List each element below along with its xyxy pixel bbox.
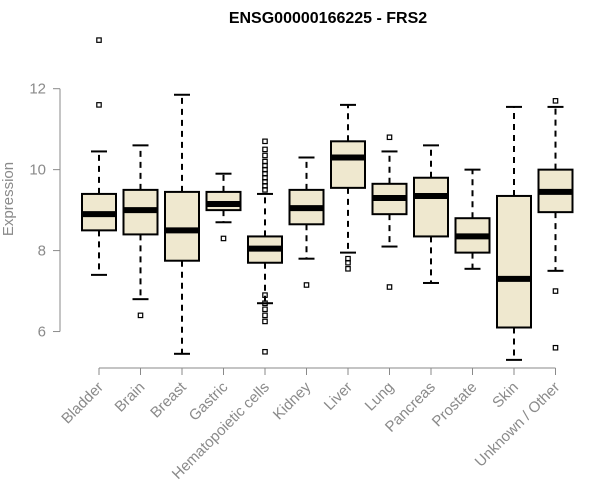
x-tick-label: Kidney	[270, 378, 315, 423]
box-group	[122, 144, 159, 319]
outlier-point	[96, 37, 102, 43]
box-iqr	[164, 190, 200, 262]
outlier-point	[552, 98, 559, 104]
outlier-point	[96, 102, 102, 108]
outlier-point	[552, 288, 559, 294]
y-tick-label: 6	[38, 324, 46, 341]
outlier-point	[345, 255, 351, 262]
box-group	[413, 144, 449, 284]
outlier-point	[303, 282, 310, 288]
box-group	[164, 93, 200, 355]
box-group	[81, 37, 117, 276]
outlier-point	[345, 266, 351, 272]
box-iqr	[413, 176, 449, 238]
y-tick-label: 12	[29, 81, 46, 98]
outlier-point	[262, 292, 268, 298]
outlier-point	[262, 138, 268, 145]
box-group	[205, 172, 242, 242]
outlier-point	[262, 146, 268, 153]
box-group	[330, 103, 366, 272]
outlier-point	[552, 344, 559, 351]
y-axis: 6 8 10 12	[29, 81, 61, 341]
x-tick-label: Brain	[112, 379, 149, 416]
box-series	[81, 37, 574, 361]
x-tick-label: Skin	[489, 379, 522, 412]
outlier-point	[262, 306, 268, 313]
outlier-point	[220, 235, 227, 242]
outlier-point	[262, 348, 268, 355]
outlier-point	[262, 158, 268, 165]
outlier-point	[386, 134, 393, 141]
box-iqr	[496, 194, 532, 329]
outlier-point	[262, 318, 268, 325]
box-group	[371, 134, 408, 290]
y-tick-label: 8	[38, 243, 46, 260]
outlier-point	[262, 300, 268, 307]
y-tick-label: 10	[29, 162, 46, 179]
x-tick-label: Lung	[362, 379, 398, 415]
x-tick-label: Breast	[147, 378, 190, 421]
x-tick-label: Bladder	[58, 379, 107, 428]
box-group	[247, 138, 283, 355]
x-tick-label: Prostate	[429, 379, 481, 431]
box-group	[496, 105, 532, 361]
box-group	[537, 98, 574, 351]
outlier-point	[137, 312, 144, 319]
outlier-point	[262, 152, 268, 159]
outlier-point	[262, 312, 268, 319]
x-tick-label: Liver	[321, 379, 356, 414]
chart-title: ENSG00000166225 - FRS2	[229, 10, 427, 27]
y-axis-label: Expression	[0, 162, 17, 236]
box-group	[288, 156, 325, 288]
outlier-point	[386, 284, 393, 290]
box-iqr	[205, 190, 242, 212]
box-group	[454, 168, 491, 270]
box-iqr	[330, 140, 366, 189]
